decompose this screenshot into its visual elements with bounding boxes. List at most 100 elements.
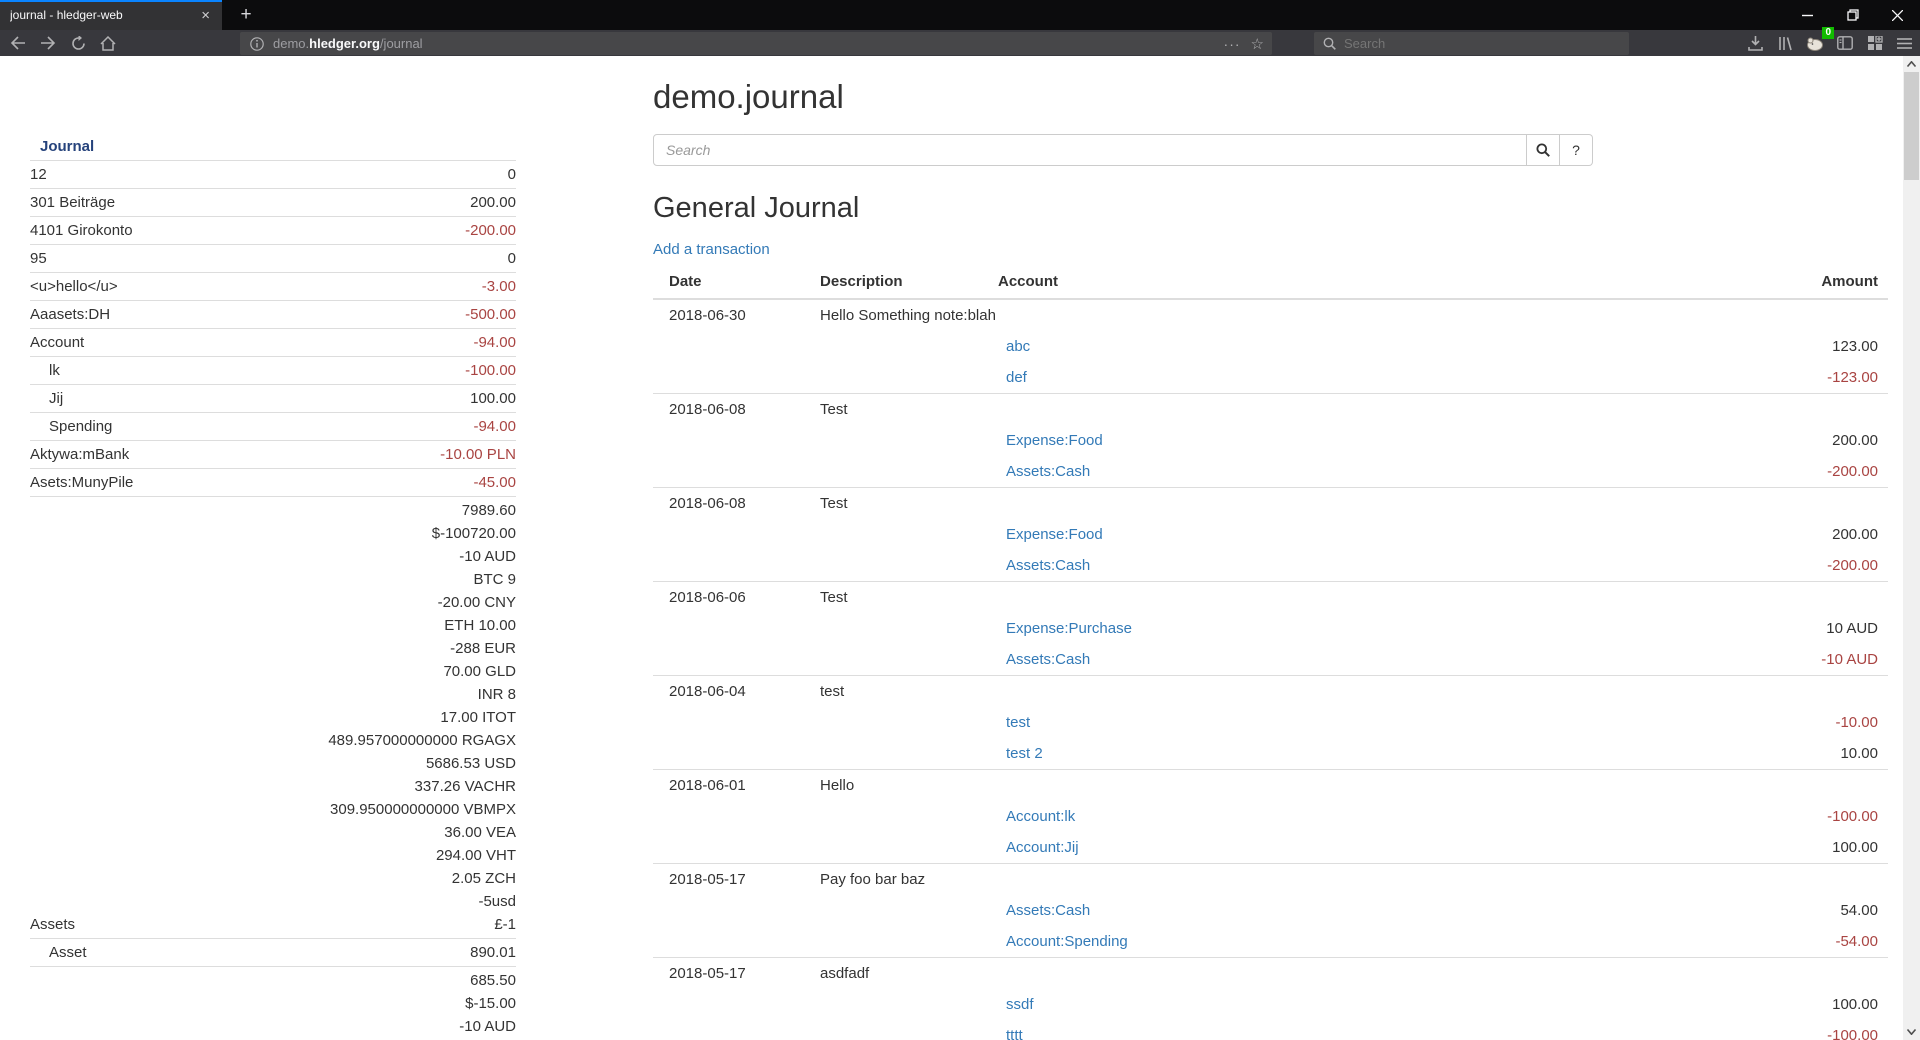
add-transaction-link[interactable]: Add a transaction [653,241,770,258]
posting-account-link[interactable]: Account:lk [1006,808,1076,825]
sidebar-account-balance: 0 [202,160,516,189]
home-icon[interactable] [96,31,120,55]
posting-account-link[interactable]: Expense:Purchase [1006,620,1132,637]
sidebar-account-name[interactable]: Assets [30,496,203,939]
page-scrollbar[interactable] [1903,56,1920,1040]
sidebar-account-name[interactable]: <u>hello</u> [30,272,203,301]
balance-amount: -20.00 CNY [437,594,516,611]
posting-spacer [653,989,820,1020]
posting-row: Expense:Purchase 10 AUD [653,613,1888,644]
journal-main: demo.journal ? General Journal Add a tra… [653,56,1888,1040]
transaction-row[interactable]: 2018-06-08 Test [653,393,1888,425]
page-actions-icon[interactable]: ··· [1223,35,1241,52]
posting-account-link[interactable]: Assets:Cash [1006,651,1091,668]
menu-icon[interactable] [1892,31,1916,55]
transaction-row[interactable]: 2018-05-17 asdfadf [653,957,1888,989]
sidebar-account-name[interactable]: 12 [30,160,203,189]
posting-spacer [820,895,998,926]
balance-amount: 890.01 [470,944,516,961]
posting-account-cell: test [998,707,1592,738]
posting-account-link[interactable]: def [1006,369,1027,386]
search-help-button[interactable]: ? [1560,134,1593,166]
transaction-row[interactable]: 2018-06-06 Test [653,581,1888,613]
downloads-icon[interactable] [1743,31,1767,55]
posting-account-link[interactable]: Expense:Food [1006,526,1103,543]
posting-account-link[interactable]: Expense:Food [1006,432,1103,449]
sidebar-account-name[interactable]: lk [30,356,203,385]
posting-spacer [653,550,820,582]
posting-account-link[interactable]: Assets:Cash [1006,902,1091,919]
minimize-icon[interactable] [1785,0,1830,30]
balance-amount: -94.00 [473,418,516,435]
sidebar-account-name[interactable]: 95 [30,244,203,273]
sidebar-journal-link[interactable]: Journal [40,138,95,155]
posting-account-cell: test 2 [998,738,1592,770]
new-tab-button[interactable]: + [240,4,252,25]
close-icon[interactable] [1875,0,1920,30]
posting-account-cell: Expense:Food [998,519,1592,550]
sidebar-account-name[interactable]: Asset [30,938,203,967]
sidebar-account-balance: -200.00 [202,216,516,245]
url-domain: hledger.org [309,36,380,51]
posting-spacer [820,644,998,676]
transaction-description: Test [820,393,1888,425]
back-icon[interactable] [6,31,30,55]
posting-row: def -123.00 [653,362,1888,394]
browser-search-bar[interactable] [1314,32,1629,55]
posting-account-link[interactable]: Account:Jij [1006,839,1079,856]
header-description: Description [820,265,998,300]
transaction-row[interactable]: 2018-06-01 Hello [653,769,1888,801]
posting-account-link[interactable]: Assets:Cash [1006,557,1091,574]
sidebar-account-name[interactable]: Account [30,328,203,357]
posting-account-link[interactable]: Account:Spending [1006,933,1128,950]
scrollbar-thumb[interactable] [1904,72,1919,180]
page-viewport: Journal 12 0 301 Beiträge 200.00 4101 Giroko… [0,56,1920,1040]
posting-amount: -54.00 [1835,933,1878,950]
transaction-row[interactable]: 2018-05-17 Pay foo bar baz [653,863,1888,895]
sidebar-account-name[interactable]: Jij [30,384,203,413]
scroll-up-icon[interactable] [1903,56,1920,72]
sidebar-toggle-icon[interactable] [1833,31,1857,55]
journal-search-button[interactable] [1527,134,1560,166]
transaction-row[interactable]: 2018-06-08 Test [653,487,1888,519]
library-icon[interactable] [1774,31,1798,55]
url-bar[interactable]: demo. hledger.org/journal ··· ☆ [240,32,1272,55]
posting-account-link[interactable]: test [1006,714,1031,731]
extension-badge: 0 [1822,27,1834,39]
reload-icon[interactable] [66,31,90,55]
sidebar-account-name[interactable]: Cash [30,966,203,1040]
browser-search-input[interactable] [1344,36,1594,51]
restore-icon[interactable] [1830,0,1875,30]
search-icon [1323,37,1336,50]
sidebar-account-name[interactable]: Aaasets:DH [30,300,203,329]
transaction-row[interactable]: 2018-06-04 test [653,675,1888,707]
bookmark-star-icon[interactable]: ☆ [1250,35,1264,53]
posting-account-link[interactable]: ssdf [1006,996,1034,1013]
forward-icon[interactable] [36,31,60,55]
browser-tab[interactable]: journal - hledger-web × [0,0,222,30]
sidebar-account-table: Journal 12 0 301 Beiträge 200.00 4101 Giroko… [30,133,516,1040]
posting-account-link[interactable]: abc [1006,338,1031,355]
extensions-grid-icon[interactable] [1863,31,1887,55]
sidebar-account-name[interactable]: 301 Beiträge [30,188,203,217]
sidebar-account-name[interactable]: Asets:MunyPile [30,468,203,497]
extension-icon[interactable]: 0 [1803,27,1834,55]
posting-account-link[interactable]: Assets:Cash [1006,463,1091,480]
balance-amount: 7989.60 [461,502,516,519]
posting-spacer [653,895,820,926]
site-info-icon[interactable] [250,36,264,51]
posting-row: Account:Jij 100.00 [653,832,1888,864]
transaction-row[interactable]: 2018-06-30 Hello Something note:blah [653,299,1888,331]
browser-tab-bar: journal - hledger-web × + [0,0,1920,30]
sidebar-account-name[interactable]: Spending [30,412,203,441]
journal-search-input[interactable] [653,134,1527,166]
scroll-down-icon[interactable] [1903,1024,1920,1040]
sidebar-account-name[interactable]: 4101 Girokonto [30,216,203,245]
posting-account-link[interactable]: tttt [1006,1027,1023,1040]
posting-amount: 123.00 [1832,338,1878,355]
posting-account-link[interactable]: test 2 [1006,745,1043,762]
sidebar-account-balance: 7989.60 $-100720.00 -10 AUD BTC 9 -20.00 CNY… [202,496,516,939]
sidebar-account-name[interactable]: Aktywa:mBank [30,440,203,469]
tab-close-icon[interactable]: × [201,6,210,24]
posting-amount: -200.00 [1827,463,1878,480]
